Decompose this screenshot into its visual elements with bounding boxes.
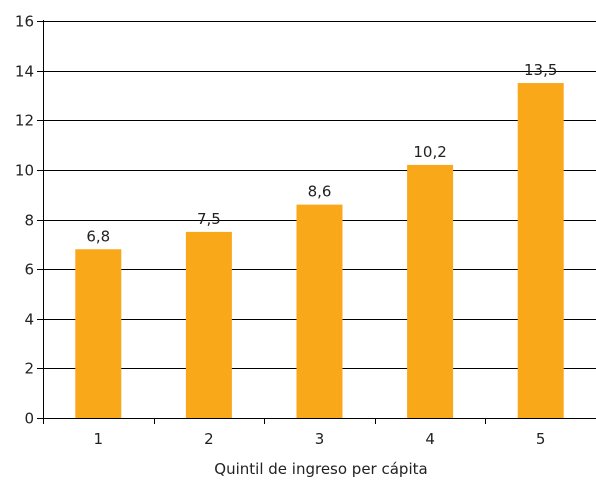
y-tick-label: 14 — [15, 63, 34, 81]
bar — [185, 231, 232, 418]
y-tick-label: 12 — [15, 112, 34, 130]
x-axis-title: Quintil de ingreso per cápita — [214, 460, 427, 478]
data-label: 8,6 — [308, 183, 332, 201]
y-tick-label: 2 — [24, 360, 34, 378]
y-tick-label: 0 — [24, 410, 34, 428]
x-tick-label: 2 — [204, 430, 214, 448]
y-tick-label: 16 — [15, 13, 34, 31]
bar — [75, 249, 122, 418]
y-tick-label: 4 — [24, 311, 34, 329]
labels: 0 2 4 6 8 10 12 14 16 6,8 1 7,5 2 8,6 3 10,2 4 13,5 5 — [15, 13, 557, 449]
bar — [517, 83, 564, 418]
axes — [37, 20, 596, 424]
data-label: 13,5 — [524, 61, 557, 79]
data-label: 10,2 — [413, 143, 446, 161]
x-tick-label: 3 — [315, 430, 325, 448]
y-tick-label: 8 — [24, 212, 34, 230]
x-tick-label: 5 — [536, 430, 546, 448]
data-label: 6,8 — [86, 227, 110, 245]
bars — [75, 83, 564, 418]
x-tick-label: 4 — [425, 430, 435, 448]
y-tick-label: 10 — [15, 162, 34, 180]
y-tick-label: 6 — [24, 261, 34, 279]
data-label: 7,5 — [197, 210, 221, 228]
bar — [407, 164, 454, 418]
bar — [296, 204, 343, 418]
x-tick-label: 1 — [94, 430, 104, 448]
